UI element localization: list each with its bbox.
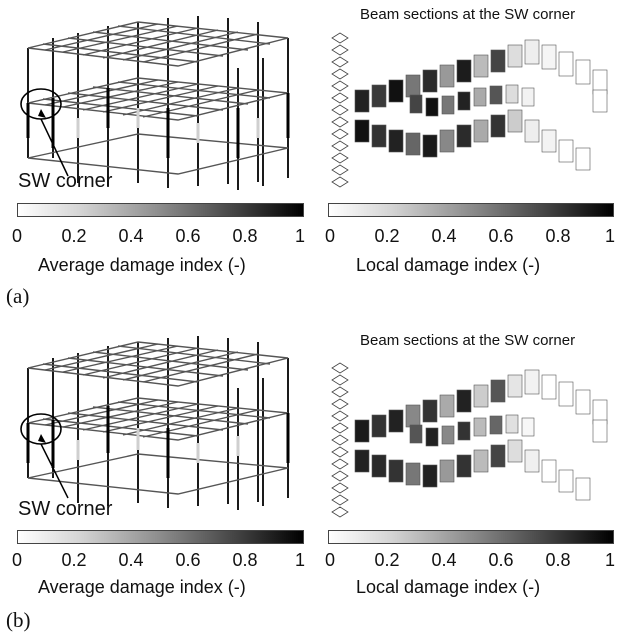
average-damage-ticks: 0 0.2 0.4 0.6 0.8 1 (0, 226, 310, 248)
beam-sections-title: Beam sections at the SW corner (360, 6, 576, 23)
tick-label: 0.6 (488, 226, 514, 246)
tick-label: 1 (294, 550, 306, 570)
tick-label: 0.4 (118, 226, 144, 246)
average-damage-label: Average damage index (-) (38, 255, 246, 275)
tick-label: 0 (11, 550, 23, 570)
local-damage-label: Local damage index (-) (356, 577, 541, 597)
frame-3d-model (20, 16, 290, 190)
average-damage-ticks: 0 0.2 0.4 0.6 0.8 1 (0, 550, 310, 572)
beam-sections-plot (331, 362, 608, 518)
tick-label: 0.8 (232, 226, 258, 246)
local-damage-label: Local damage index (-) (356, 255, 541, 275)
frame-3d-model (20, 336, 290, 510)
panel-letter: (b) (6, 608, 31, 632)
tick-label: 0 (324, 226, 336, 246)
tick-label: 0.6 (175, 226, 201, 246)
average-damage-colorbar (17, 530, 304, 544)
panel-a: SW corner Beam sections at the SW corner (0, 0, 617, 310)
tick-label: 0.6 (175, 550, 201, 570)
tick-label: 0.2 (374, 226, 400, 246)
tick-label: 0 (324, 550, 336, 570)
local-damage-colorbar (328, 530, 614, 544)
local-damage-ticks: 0 0.2 0.4 0.6 0.8 1 (318, 226, 617, 248)
tick-label: 0 (11, 226, 23, 246)
sw-corner-label: SW corner (18, 498, 113, 520)
tick-label: 0.4 (118, 550, 144, 570)
tick-label: 0.6 (488, 550, 514, 570)
tick-label: 1 (604, 226, 616, 246)
beam-sections-title: Beam sections at the SW corner (360, 332, 576, 349)
tick-label: 0.4 (431, 226, 457, 246)
tick-label: 0.8 (545, 226, 571, 246)
tick-label: 0.8 (545, 550, 571, 570)
tick-label: 0.8 (232, 550, 258, 570)
sw-corner-label: SW corner (18, 170, 113, 192)
tick-label: 0.4 (431, 550, 457, 570)
sw-corner-arrow (40, 443, 69, 499)
panel-letter: (a) (6, 284, 30, 308)
tick-label: 0.2 (374, 550, 400, 570)
tick-label: 0.2 (61, 226, 87, 246)
beam-sections-plot (331, 32, 608, 188)
tick-label: 0.2 (61, 550, 87, 570)
average-damage-label: Average damage index (-) (38, 577, 246, 597)
local-damage-colorbar (328, 203, 614, 217)
local-damage-ticks: 0 0.2 0.4 0.6 0.8 1 (318, 550, 617, 572)
sw-corner-arrow (40, 118, 69, 177)
panel-b: SW corner Beam sections at the SW corner (0, 320, 617, 632)
average-damage-colorbar (17, 203, 304, 217)
tick-label: 1 (294, 226, 306, 246)
tick-label: 1 (604, 550, 616, 570)
